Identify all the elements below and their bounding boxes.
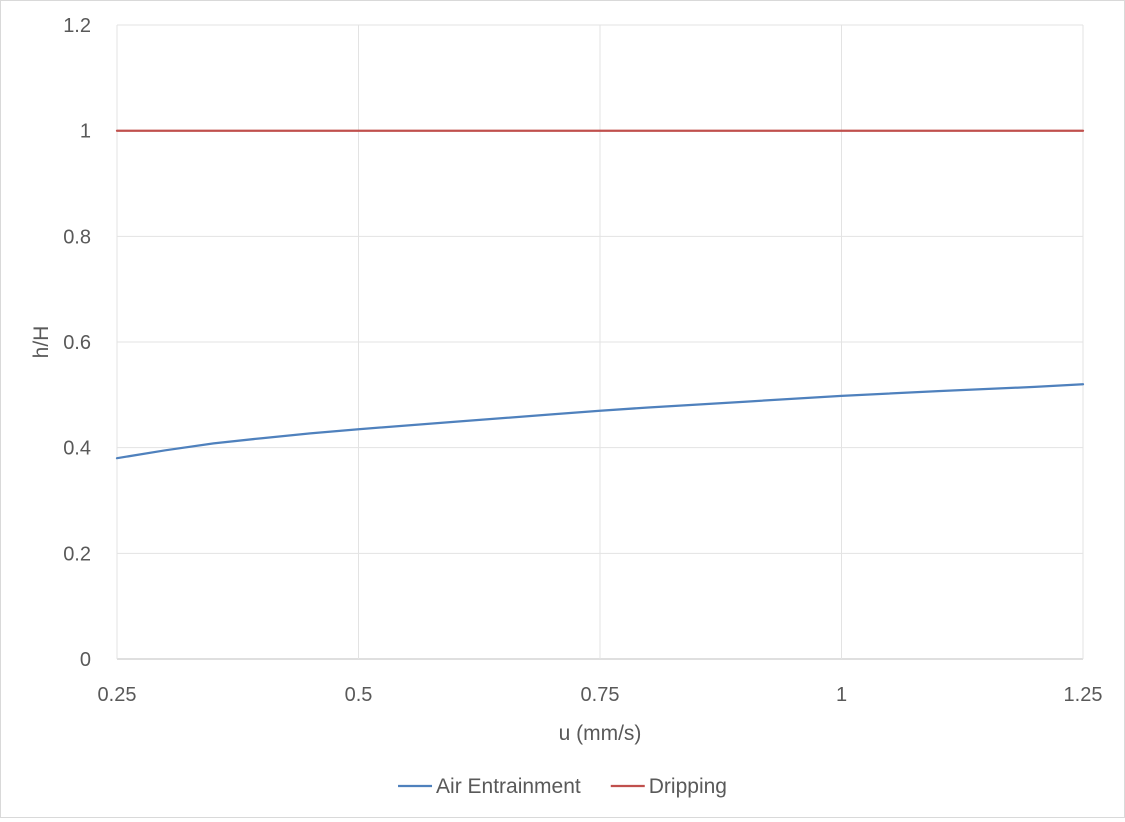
y-tick-label: 1 bbox=[80, 121, 91, 143]
x-tick-label: 0.75 bbox=[581, 684, 620, 706]
y-axis-title: h/H bbox=[30, 326, 53, 359]
y-tick-label: 0.2 bbox=[63, 543, 91, 565]
y-tick-label: 1.2 bbox=[63, 15, 91, 37]
x-tick-label: 1.25 bbox=[1064, 684, 1103, 706]
x-tick-label: 1 bbox=[836, 684, 847, 706]
y-axis-ticks: 0 0.2 0.4 0.6 0.8 1 1.2 bbox=[63, 15, 91, 671]
y-tick-label: 0 bbox=[80, 649, 91, 671]
x-axis-ticks: 0.25 0.5 0.75 1 1.25 bbox=[98, 684, 1103, 706]
y-tick-label: 0.4 bbox=[63, 438, 91, 460]
legend: Air Entrainment Dripping bbox=[398, 775, 727, 798]
x-tick-label: 0.25 bbox=[98, 684, 137, 706]
y-tick-label: 0.6 bbox=[63, 332, 91, 354]
legend-label: Air Entrainment bbox=[436, 775, 581, 798]
y-tick-label: 0.8 bbox=[63, 226, 91, 248]
legend-label: Dripping bbox=[649, 775, 727, 798]
gridlines bbox=[116, 24, 1084, 660]
x-tick-label: 0.5 bbox=[345, 684, 373, 706]
legend-item: Dripping bbox=[610, 775, 727, 798]
series-line bbox=[115, 383, 1085, 460]
legend-item: Air Entrainment bbox=[398, 775, 581, 798]
series-lines bbox=[115, 129, 1085, 460]
x-axis-title: u (mm/s) bbox=[559, 722, 642, 745]
